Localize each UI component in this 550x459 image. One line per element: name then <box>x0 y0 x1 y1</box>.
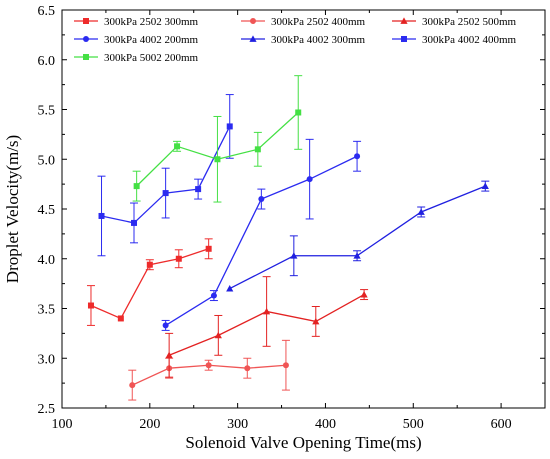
legend-label: 300kPa 2502 500mm <box>422 16 517 28</box>
legend-item-3: 300kPa 2502 500mm <box>392 16 517 28</box>
legend-swatch-marker <box>401 36 407 42</box>
y-tick-label: 3.5 <box>38 303 56 318</box>
x-tick-label: 100 <box>52 417 73 432</box>
data-point <box>87 302 94 309</box>
legend-swatch-marker <box>250 18 256 24</box>
y-tick-label: 4.0 <box>38 253 56 268</box>
data-point <box>263 307 271 315</box>
data-point <box>98 212 105 219</box>
x-axis-title: Solenoid Valve Opening Time(ms) <box>185 433 421 452</box>
legend-swatch-marker <box>83 36 89 42</box>
series-line <box>165 155 358 326</box>
legend-item-2: 300kPa 2502 400mm <box>241 16 366 28</box>
y-tick-label: 2.5 <box>38 402 56 417</box>
y-tick-label: 4.5 <box>38 203 56 218</box>
x-tick-label: 300 <box>227 417 248 432</box>
data-point <box>205 362 212 369</box>
legend-item-1: 300kPa 2502 300mm <box>74 16 199 28</box>
data-point <box>165 351 173 359</box>
data-point <box>175 255 182 262</box>
y-tick-label: 5.5 <box>38 104 56 119</box>
series-5 <box>226 180 490 292</box>
data-point <box>254 146 261 153</box>
legend-label: 300kPa 2502 300mm <box>104 16 199 28</box>
data-point <box>174 143 181 150</box>
data-point <box>226 285 234 292</box>
legend-label: 300kPa 4002 200mm <box>104 34 199 46</box>
data-point <box>214 156 221 163</box>
data-point <box>133 183 140 190</box>
data-point <box>360 290 368 298</box>
y-tick-label: 6.0 <box>38 54 56 69</box>
legend-swatch-marker <box>83 54 89 60</box>
data-point <box>258 196 265 203</box>
legend-swatch-marker <box>400 17 408 24</box>
legend-item-7: 300kPa 5002 200mm <box>74 52 199 64</box>
legend-swatch-marker <box>83 18 89 24</box>
data-point <box>214 331 222 339</box>
data-point <box>282 362 289 369</box>
data-point <box>205 245 212 252</box>
legend-label: 300kPa 4002 300mm <box>271 34 366 46</box>
series-7 <box>132 75 303 203</box>
data-point <box>162 190 169 197</box>
data-point <box>195 186 202 193</box>
data-point <box>295 109 302 116</box>
data-point <box>117 315 124 322</box>
data-point <box>312 317 320 325</box>
data-point <box>162 322 169 329</box>
series-2 <box>128 339 290 401</box>
data-point <box>306 176 313 183</box>
legend-item-5: 300kPa 4002 300mm <box>241 34 366 46</box>
series-layer <box>86 75 490 401</box>
data-point <box>146 261 153 268</box>
y-axis-title: Droplet Velocity(m/s) <box>3 135 22 283</box>
data-point <box>131 219 138 226</box>
x-tick-label: 200 <box>139 417 160 432</box>
data-point <box>353 252 361 259</box>
data-point <box>244 365 251 372</box>
series-3 <box>165 276 369 378</box>
y-tick-label: 6.5 <box>38 4 56 19</box>
axes: 100 200 300 400 500 600 2.5 3.0 3.5 4.0 4.5 5.0 5.5 6… <box>38 4 546 432</box>
legend-item-6: 300kPa 4002 400mm <box>392 34 517 46</box>
data-point <box>481 182 489 189</box>
data-point <box>129 382 136 389</box>
data-point <box>290 252 298 259</box>
x-tick-label: 500 <box>403 417 424 432</box>
data-point <box>210 292 217 299</box>
legend-label: 300kPa 4002 400mm <box>422 34 517 46</box>
legend-label: 300kPa 2502 400mm <box>271 16 366 28</box>
series-4 <box>161 138 362 331</box>
data-point <box>226 123 233 130</box>
legend-item-4: 300kPa 4002 200mm <box>74 34 199 46</box>
series-line <box>229 185 486 290</box>
legend: 300kPa 2502 300mm 300kPa 2502 400mm 300kPa… <box>74 16 517 64</box>
x-tick-label: 400 <box>315 417 336 432</box>
x-tick-label: 600 <box>491 417 512 432</box>
data-point <box>417 208 425 215</box>
y-tick-label: 5.0 <box>38 153 56 168</box>
legend-label: 300kPa 5002 200mm <box>104 52 199 64</box>
legend-swatch-marker <box>249 35 257 42</box>
series-1 <box>86 238 213 326</box>
data-point <box>354 153 361 160</box>
y-tick-label: 3.0 <box>38 352 56 367</box>
series-6 <box>97 94 234 257</box>
